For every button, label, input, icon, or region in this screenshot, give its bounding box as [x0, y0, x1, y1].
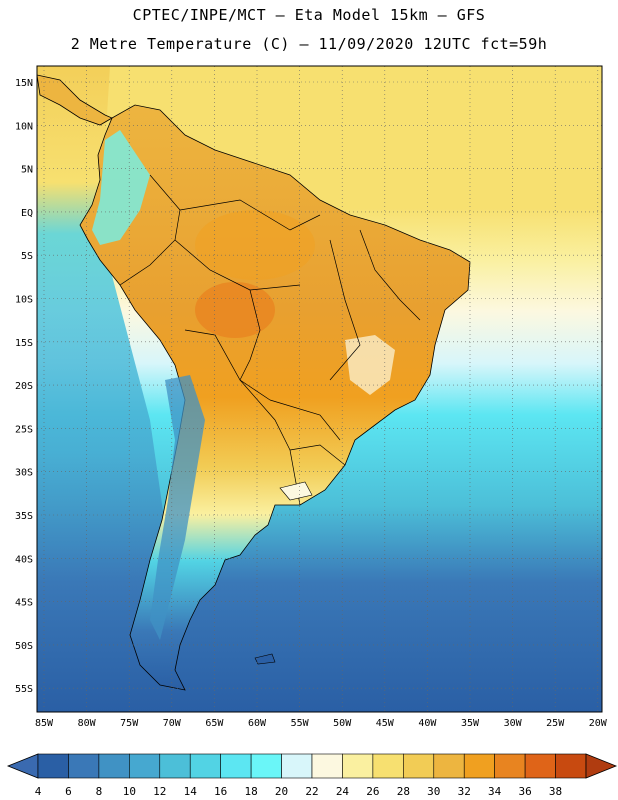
colorbar-label: 20 — [275, 785, 288, 798]
lon-label: 40W — [418, 718, 437, 729]
lat-label: 45S — [15, 598, 33, 609]
lon-label: 85W — [35, 718, 54, 729]
lon-label: 60W — [248, 718, 267, 729]
lat-label: 5N — [21, 165, 33, 176]
lon-label: 25W — [546, 718, 565, 729]
colorbar-under-arrow — [6, 753, 39, 779]
andes-south-cool — [150, 375, 205, 640]
colorbar-label: 6 — [65, 785, 72, 798]
hot-core — [195, 282, 275, 338]
colorbar-label: 24 — [336, 785, 350, 798]
lat-label: 5S — [21, 251, 33, 262]
colorbar-box — [494, 753, 526, 779]
lon-label: 45W — [376, 718, 395, 729]
colorbar-box — [250, 753, 282, 779]
colorbar-box — [68, 753, 100, 779]
lat-label: 15N — [15, 78, 33, 89]
map-field — [37, 66, 602, 712]
lon-label: 75W — [120, 718, 139, 729]
colorbar-label: 36 — [518, 785, 531, 798]
lon-label: 20W — [589, 718, 608, 729]
colorbar-box — [524, 753, 556, 779]
colorbar-box — [372, 753, 404, 779]
colorbar-box — [281, 753, 313, 779]
map-title-line-2: 2 Metre Temperature (C) – 11/09/2020 12U… — [70, 35, 548, 53]
colorbar-box — [463, 753, 495, 779]
colorbar-box — [342, 753, 374, 779]
colorbar-box — [98, 753, 130, 779]
colorbar-over-arrow — [585, 753, 618, 779]
colorbar-label: 28 — [397, 785, 410, 798]
central-america-land — [37, 74, 113, 126]
lat-label: 25S — [15, 424, 33, 435]
colorbar-box — [159, 753, 191, 779]
colorbar-label: 12 — [153, 785, 166, 798]
lat-label: EQ — [21, 208, 33, 219]
lon-label: 30W — [504, 718, 523, 729]
hot-amazon — [195, 210, 315, 280]
latitude-labels: 15N 10N 5N EQ 5S 10S 15S 20S 25S 30S 35S 40S 45S 50S 5… — [15, 78, 33, 695]
colorbar-boxes — [37, 753, 587, 779]
andes-north-cool — [92, 130, 150, 245]
colorbar-label: 18 — [244, 785, 257, 798]
colorbar-box — [189, 753, 221, 779]
lon-label: 55W — [291, 718, 310, 729]
lat-label: 55S — [15, 684, 33, 695]
lon-label: 70W — [163, 718, 182, 729]
lat-label: 40S — [15, 554, 33, 565]
colorbar-label: 22 — [305, 785, 318, 798]
colorbar-box — [403, 753, 435, 779]
colorbar-box — [37, 753, 69, 779]
colorbar-label: 30 — [427, 785, 440, 798]
pacific-field — [37, 66, 180, 712]
colorbar-label: 10 — [123, 785, 136, 798]
colorbar-box — [220, 753, 252, 779]
colorbar-label: 8 — [96, 785, 103, 798]
lagoon — [279, 481, 313, 501]
lon-label: 50W — [333, 718, 352, 729]
colorbar-box — [433, 753, 465, 779]
colorbar: 4 6 8 10 12 14 16 18 20 22 24 26 28 30 32 34 36 38 — [6, 753, 618, 798]
longitude-labels: 85W 80W 75W 70W 65W 60W 55W 50W 45W 40W 35W 30W 25W 2… — [35, 718, 608, 729]
colorbar-label: 32 — [458, 785, 471, 798]
colorbar-label: 38 — [549, 785, 562, 798]
colorbar-label: 4 — [35, 785, 42, 798]
lon-label: 35W — [461, 718, 480, 729]
colorbar-box — [129, 753, 161, 779]
map-title-line-1: CPTEC/INPE/MCT – Eta Model 15km – GFS — [132, 6, 486, 24]
lat-label: 10N — [15, 121, 33, 132]
lat-label: 10S — [15, 295, 33, 306]
lon-label: 65W — [205, 718, 224, 729]
lon-label: 80W — [78, 718, 97, 729]
country-borders — [119, 174, 421, 506]
colorbar-label: 34 — [488, 785, 502, 798]
map-frame — [36, 65, 603, 713]
lat-label: 30S — [15, 468, 33, 479]
colorbar-label: 14 — [184, 785, 198, 798]
lat-label: 50S — [15, 641, 33, 652]
colorbar-labels: 4 6 8 10 12 14 16 18 20 22 24 26 28 30 32 34 36 38 — [35, 785, 562, 798]
colorbar-label: 26 — [366, 785, 379, 798]
colorbar-label: 16 — [214, 785, 227, 798]
lat-label: 20S — [15, 381, 33, 392]
colorbar-box — [311, 753, 343, 779]
southeast-mild — [345, 335, 395, 395]
lat-label: 15S — [15, 338, 33, 349]
colorbar-box — [555, 753, 587, 779]
lat-label: 35S — [15, 511, 33, 522]
